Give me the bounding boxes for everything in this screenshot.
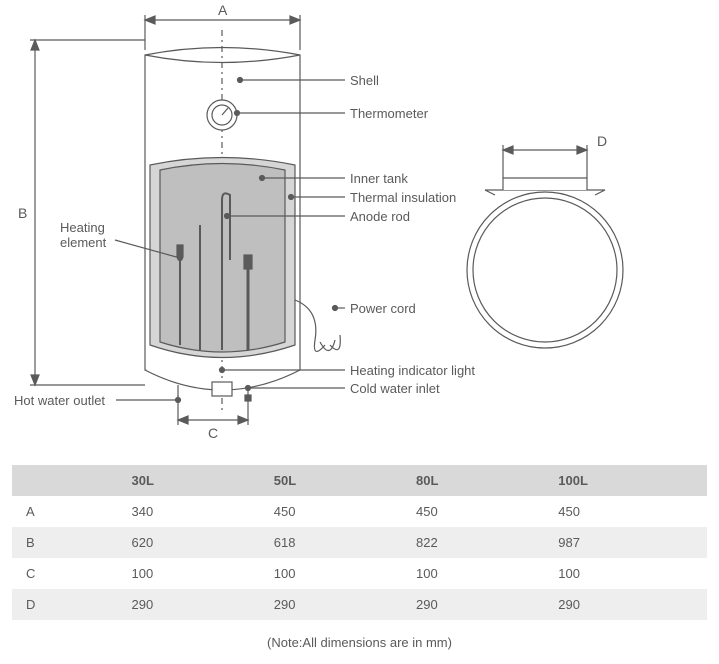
table-header-row: 30L 50L 80L 100L [12, 465, 707, 496]
dim-b: B [18, 205, 27, 221]
table-row: C 100 100 100 100 [12, 558, 707, 589]
col-50l: 50L [260, 465, 402, 496]
label-cold-water-inlet: Cold water inlet [350, 381, 440, 396]
col-80l: 80L [402, 465, 544, 496]
dim-a: A [218, 2, 227, 18]
diagram-area: A B C D Shell Thermometer Inner tank The… [0, 0, 719, 455]
col-100l: 100L [544, 465, 707, 496]
label-heating-indicator-light: Heating indicator light [350, 363, 475, 378]
col-blank [12, 465, 118, 496]
table-row: D 290 290 290 290 [12, 589, 707, 620]
label-inner-tank: Inner tank [350, 171, 408, 186]
dim-c: C [208, 425, 218, 441]
label-heating-element: Heating element [60, 220, 106, 250]
label-thermometer: Thermometer [350, 106, 428, 121]
table-row: A 340 450 450 450 [12, 496, 707, 527]
dimensions-note: (Note:All dimensions are in mm) [0, 635, 719, 650]
dim-d: D [597, 133, 607, 149]
table-row: B 620 618 822 987 [12, 527, 707, 558]
label-hot-water-outlet: Hot water outlet [14, 393, 105, 408]
col-30l: 30L [118, 465, 260, 496]
label-anode-rod: Anode rod [350, 209, 410, 224]
spec-table: 30L 50L 80L 100L A 340 450 450 450 B 620… [12, 465, 707, 620]
label-shell: Shell [350, 73, 379, 88]
label-power-cord: Power cord [350, 301, 416, 316]
label-thermal-insulation: Thermal insulation [350, 190, 456, 205]
